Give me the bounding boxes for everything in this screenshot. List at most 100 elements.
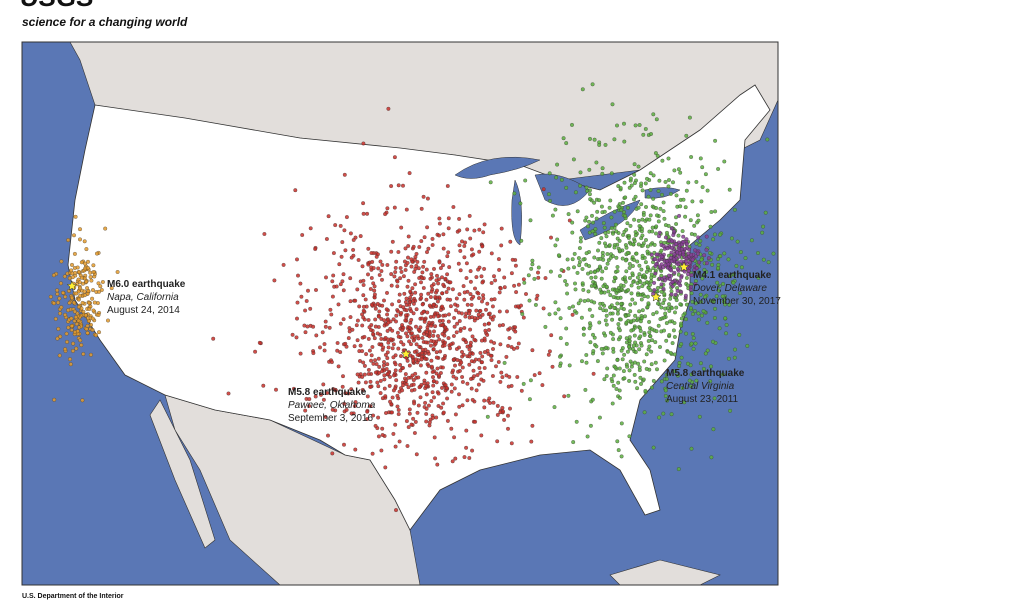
- report-dot: [366, 262, 371, 267]
- report-dot: [370, 345, 375, 349]
- report-dot: [369, 251, 374, 255]
- report-dot: [412, 401, 417, 406]
- report-dot: [500, 405, 505, 410]
- report-dot: [414, 324, 418, 329]
- report-dot: [480, 354, 485, 359]
- report-dot: [581, 257, 586, 262]
- report-dot: [743, 256, 748, 261]
- report-dot: [632, 372, 637, 377]
- report-dot: [401, 383, 405, 388]
- report-dot: [429, 358, 434, 363]
- report-dot: [464, 445, 469, 450]
- report-dot: [588, 136, 592, 141]
- report-dot: [356, 380, 361, 385]
- report-dot: [640, 217, 645, 222]
- report-dot: [338, 321, 343, 326]
- report-dot: [437, 318, 442, 323]
- report-dot: [375, 331, 380, 336]
- report-dot: [319, 392, 323, 397]
- report-dot: [368, 404, 373, 409]
- report-dot: [578, 170, 583, 175]
- report-dot: [619, 454, 624, 459]
- report-dot: [705, 348, 710, 353]
- report-dot: [690, 257, 695, 262]
- report-dot: [624, 245, 629, 250]
- report-dot: [389, 249, 394, 254]
- event-date: September 3, 2016: [288, 413, 373, 424]
- report-dot: [663, 263, 668, 268]
- report-dot: [433, 324, 438, 329]
- report-dot: [395, 330, 400, 335]
- report-dot: [677, 251, 682, 256]
- report-dot: [573, 281, 577, 286]
- report-dot: [418, 395, 423, 400]
- report-dot: [737, 332, 742, 337]
- report-dot: [630, 264, 635, 268]
- report-dot: [666, 156, 671, 161]
- report-dot: [427, 320, 432, 325]
- report-dot: [407, 411, 412, 416]
- report-dot: [586, 224, 590, 229]
- report-dot: [378, 391, 383, 396]
- report-dot: [422, 319, 427, 324]
- report-dot: [655, 367, 659, 372]
- report-dot: [684, 241, 689, 246]
- report-dot: [434, 350, 439, 355]
- report-dot: [417, 344, 422, 349]
- report-dot: [615, 123, 619, 128]
- report-dot: [324, 275, 328, 280]
- report-dot: [635, 386, 640, 391]
- report-dot: [625, 221, 630, 226]
- report-dot: [77, 305, 81, 309]
- report-dot: [323, 414, 328, 419]
- report-dot: [644, 352, 649, 357]
- report-dot: [331, 251, 336, 256]
- report-dot: [476, 312, 481, 317]
- report-dot: [728, 273, 733, 278]
- report-dot: [522, 280, 527, 285]
- report-dot: [457, 368, 462, 373]
- report-dot: [693, 282, 698, 286]
- report-dot: [392, 373, 396, 378]
- report-dot: [406, 375, 411, 380]
- report-dot: [62, 274, 67, 279]
- report-dot: [366, 336, 371, 341]
- report-dot: [506, 413, 510, 418]
- report-dot: [717, 326, 722, 331]
- report-dot: [66, 325, 71, 330]
- report-dot: [460, 380, 465, 384]
- report-dot: [409, 309, 414, 314]
- report-dot: [692, 268, 697, 272]
- report-dot: [226, 391, 231, 396]
- report-dot: [419, 206, 424, 211]
- report-dot: [645, 244, 650, 249]
- report-dot: [313, 247, 318, 251]
- report-dot: [430, 236, 435, 241]
- report-dot: [390, 395, 395, 400]
- report-dot: [469, 302, 474, 307]
- report-dot: [68, 357, 72, 362]
- report-dot: [471, 252, 476, 257]
- report-dot: [672, 334, 677, 339]
- epicenter-star: [66, 280, 78, 291]
- report-dot: [419, 239, 424, 244]
- report-dot: [541, 306, 546, 311]
- report-dot: [629, 283, 634, 288]
- report-dot: [632, 217, 637, 222]
- report-dot: [657, 415, 662, 420]
- report-dot: [261, 383, 266, 388]
- report-dot: [437, 260, 442, 265]
- report-dot: [388, 399, 393, 404]
- report-dot: [594, 344, 599, 349]
- report-dot: [763, 210, 768, 215]
- report-dot: [476, 291, 481, 296]
- report-dot: [646, 285, 651, 290]
- report-dot: [340, 240, 345, 245]
- report-dot: [454, 308, 458, 313]
- report-dot: [637, 123, 642, 127]
- report-dot: [661, 200, 666, 205]
- report-dot: [715, 280, 720, 285]
- report-dot: [421, 286, 426, 290]
- report-dot: [697, 260, 702, 265]
- report-dot: [657, 234, 661, 239]
